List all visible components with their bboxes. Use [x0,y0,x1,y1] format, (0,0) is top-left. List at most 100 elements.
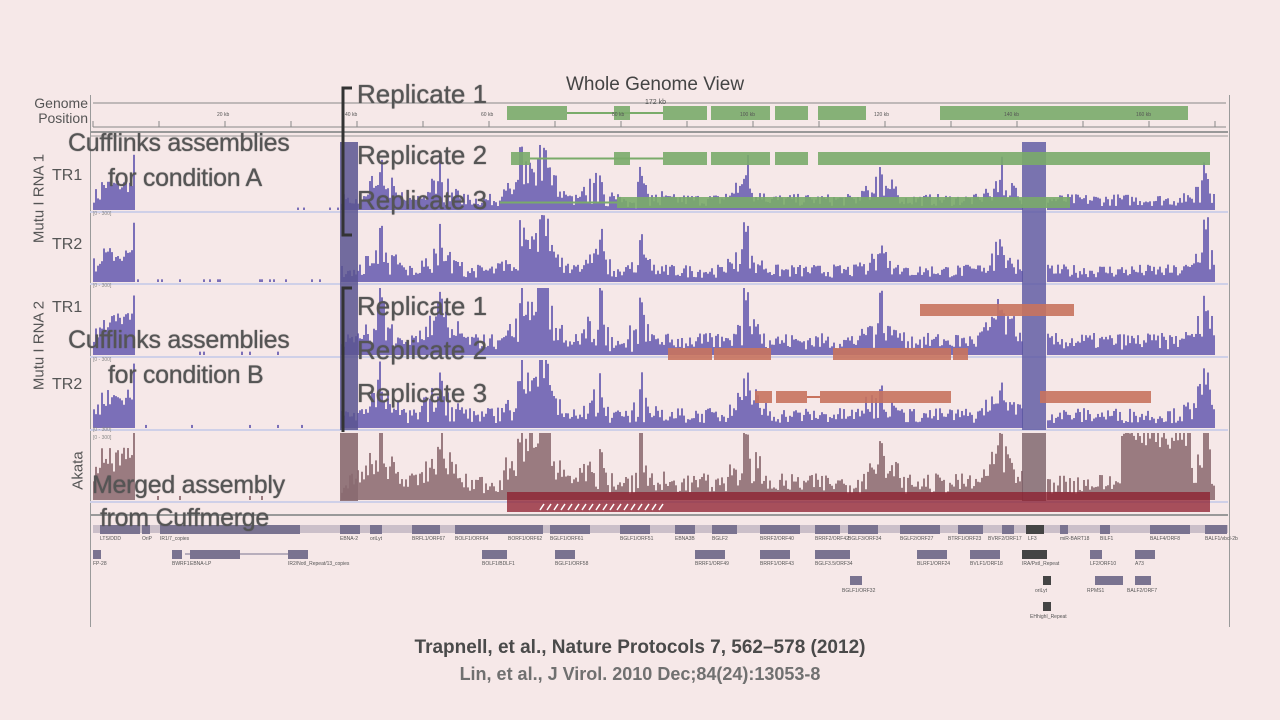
coverage-bar [1071,274,1073,282]
coverage-bar [715,335,717,355]
coverage-bar [915,421,917,428]
coverage-bar [477,479,479,500]
coverage-bar [1123,272,1125,282]
coverage-bar [937,273,939,282]
coverage-bar [869,411,871,428]
coverage-bar [1105,272,1107,282]
gene-box [760,525,800,534]
coverage-bar [679,415,681,428]
coverage-bar [935,336,937,355]
coverage-bar [627,206,629,210]
coverage-bar [123,256,125,282]
coverage-bar [411,473,413,500]
coverage-bar [635,272,637,282]
gene-box [900,525,940,534]
coverage-bar [579,271,581,282]
coverage-bar [857,340,859,355]
coverage-bar [855,264,857,282]
coverage-bar [587,263,589,282]
coverage-bar [1113,276,1115,282]
coverage-bar [1123,334,1125,355]
coverage-bar [869,463,871,500]
coverage-bar [601,452,603,500]
coverage-bar [539,288,541,355]
coverage-bar [1149,201,1151,210]
coverage-bar [101,328,103,355]
coverage-bar [1167,444,1169,500]
coverage-bar [489,338,491,355]
coverage-bar [999,433,1001,500]
coverage-bar [543,378,545,428]
coverage-bar [721,477,723,500]
coverage-bar [945,340,947,355]
coverage-bar [891,402,893,428]
coverage-bar [475,277,477,282]
coverage-bar [125,314,127,355]
coverage-bar [483,416,485,428]
gene-label: FP-28 [93,561,107,567]
coverage-bar [1069,415,1071,428]
coverage-bar [363,334,365,355]
coverage-bar [703,334,705,355]
coverage-bar [497,206,499,210]
coverage-bar [853,418,855,428]
coverage-bar [385,189,387,210]
coverage-bar [559,191,561,210]
coverage-bar [645,465,647,500]
coverage-bar [523,184,525,210]
coverage-bar [775,338,777,355]
coverage-bar [1177,275,1179,282]
coverage-bar [373,263,375,282]
coverage-bar [507,330,509,355]
coverage-bar [107,251,109,282]
coverage-bar [1153,266,1155,282]
gene-label: BVRF2/ORF17 [988,536,1022,542]
coverage-bar [191,424,193,428]
coverage-bar [1063,410,1065,428]
coverage-bar [1095,347,1097,355]
coverage-bar [683,478,685,500]
merged-intron-mark [546,503,552,511]
coverage-bar [823,414,825,428]
coverage-bar [613,270,615,282]
coverage-bar [539,144,541,210]
coverage-bar [1199,465,1201,500]
coverage-bar [1097,347,1099,355]
coverage-bar [861,481,863,500]
coverage-bar [635,208,637,210]
coverage-bar [435,253,437,282]
coverage-bar [435,474,437,500]
coverage-bar [111,184,113,210]
coverage-bar [727,258,729,282]
coverage-bar [583,186,585,210]
coverage-bar [1143,340,1145,355]
coverage-bar [441,298,443,355]
condition-a-label-line2: for condition A [108,164,262,192]
coverage-bar [407,486,409,500]
coverage-bar [881,290,883,355]
coverage-bar [1105,196,1107,210]
gene-label: LTS/DDD [100,536,122,542]
coverage-bar [565,265,567,282]
gene-box [160,525,300,534]
coverage-bar [273,279,275,282]
coverage-bar [933,338,935,355]
coverage-bar [1213,409,1215,428]
coverage-bar [303,207,305,210]
coverage-bar [1171,204,1173,210]
coverage-bar [661,266,663,282]
ruler-tick: 40 kb [345,112,358,118]
coverage-bar [773,274,775,282]
coverage-bar [665,264,667,282]
coverage-bar [447,178,449,210]
coverage-bar [399,483,401,500]
gene-label: BALF1/vbcl-2b [1205,536,1238,542]
coverage-bar [761,260,763,282]
coverage-bar [1053,482,1055,500]
coverage-bar [389,197,391,210]
coverage-bar [543,288,545,355]
coverage-bar [1001,433,1003,500]
coverage-bar [649,259,651,282]
coverage-bar [485,347,487,355]
coverage-bar [929,410,931,428]
